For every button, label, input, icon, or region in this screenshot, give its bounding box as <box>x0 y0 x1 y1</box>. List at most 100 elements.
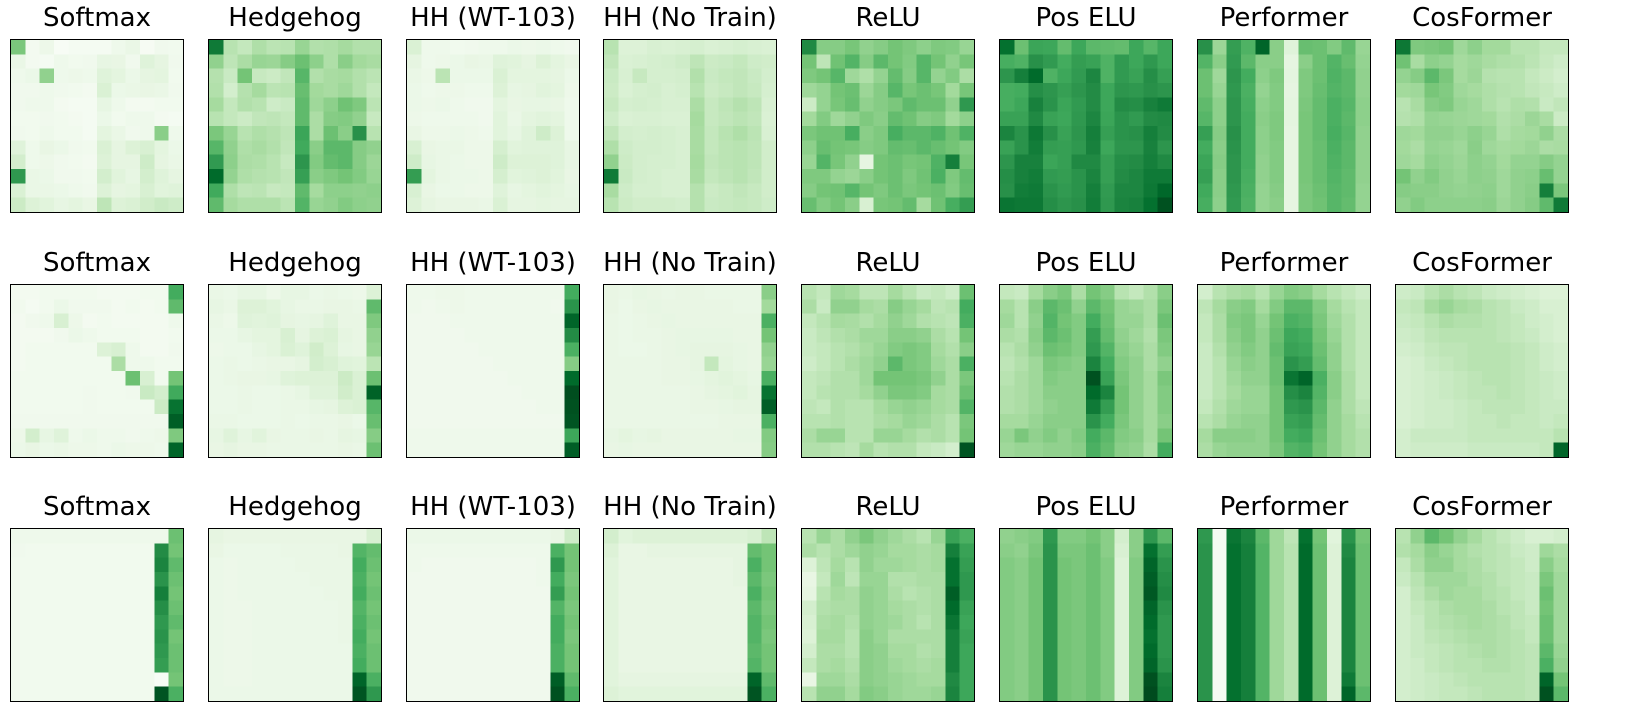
heatmap-cell <box>1100 285 1116 300</box>
heatmap-cell <box>1453 629 1469 645</box>
heatmap-cell <box>632 385 648 401</box>
heatmap-cell <box>888 586 903 602</box>
heatmap-cell <box>1424 154 1440 170</box>
heatmap-cell <box>1198 54 1213 70</box>
heatmap-cell <box>309 385 325 401</box>
heatmap-cell <box>1143 385 1159 401</box>
heatmap-cell <box>618 686 634 701</box>
heatmap-cell <box>68 615 84 630</box>
heatmap-cell <box>1000 97 1015 113</box>
heatmap-cell <box>1553 658 1568 673</box>
heatmap-cell <box>1143 111 1159 127</box>
heatmap-cell <box>845 299 860 315</box>
heatmap-cell <box>888 68 903 84</box>
heatmap-cell <box>450 83 465 98</box>
heatmap-cell <box>704 442 720 457</box>
panel-title: HH (WT-103) <box>410 248 576 278</box>
heatmap-cell <box>1553 126 1568 141</box>
heatmap-cell <box>1467 615 1483 630</box>
heatmap-cell <box>536 83 551 98</box>
heatmap-cell <box>1410 615 1426 630</box>
heatmap-cell <box>478 428 494 444</box>
panel-title: Performer <box>1219 248 1349 278</box>
heatmap-cell <box>1482 543 1497 559</box>
heatmap-cell <box>1312 313 1328 329</box>
heatmap-cell <box>550 414 566 429</box>
heatmap-cell <box>1028 285 1044 300</box>
heatmap-cell <box>690 428 705 444</box>
heatmap-cell <box>25 414 41 429</box>
heatmap-plot <box>801 284 975 458</box>
heatmap-cell <box>25 442 41 457</box>
heatmap-cell <box>1553 529 1568 544</box>
heatmap-cell <box>11 658 26 673</box>
heatmap-cell <box>1157 197 1172 212</box>
heatmap-cell <box>550 356 566 372</box>
heatmap-cell <box>435 572 451 587</box>
heatmap-cell <box>747 111 763 127</box>
heatmap-cell <box>154 197 170 212</box>
heatmap-cell <box>252 169 267 184</box>
heatmap-cell <box>1000 629 1015 645</box>
heatmap-cell <box>82 183 98 199</box>
heatmap-cell <box>718 658 734 673</box>
heatmap-cell <box>604 342 619 358</box>
heatmap-cell <box>604 154 619 170</box>
heatmap-cell <box>323 428 339 444</box>
heatmap-cell <box>1355 140 1370 156</box>
heatmap-cell <box>618 586 634 602</box>
heatmap-cell <box>761 686 776 701</box>
heatmap-cell <box>1129 154 1144 170</box>
heatmap-cell <box>1014 328 1030 343</box>
heatmap-cell <box>338 557 353 573</box>
heatmap-cell <box>507 342 523 358</box>
heatmap-cell <box>140 313 155 329</box>
heatmap-cell <box>1496 543 1512 559</box>
heatmap-cell <box>1014 111 1030 127</box>
heatmap-cell <box>1467 183 1483 199</box>
heatmap-cell <box>816 686 832 701</box>
heatmap-cell <box>168 342 183 358</box>
heatmap-cell <box>859 572 875 587</box>
heatmap-cell <box>536 672 551 688</box>
heatmap-cell <box>1553 615 1568 630</box>
heatmap-cell <box>536 285 551 300</box>
heatmap-cell <box>97 686 112 701</box>
heatmap-cell <box>1014 442 1030 457</box>
heatmap-cell <box>1028 615 1044 630</box>
heatmap-cell <box>1284 342 1299 358</box>
heatmap-cells <box>1198 285 1370 457</box>
heatmap-cell <box>1057 572 1073 587</box>
heatmap-cell <box>873 126 889 141</box>
heatmap-cell <box>1043 40 1058 55</box>
heatmap-cell <box>536 328 551 343</box>
heatmap-cell <box>54 285 69 300</box>
heatmap-cell <box>1057 97 1073 113</box>
heatmap-cell <box>338 342 353 358</box>
heatmap-cell <box>959 615 974 630</box>
heatmap-cell <box>959 299 974 315</box>
heatmap-cell <box>1312 414 1328 429</box>
heatmap-cell <box>1198 442 1213 457</box>
heatmap-cell <box>761 672 776 688</box>
heatmap-cell <box>1212 543 1228 559</box>
heatmap-cell <box>1269 328 1285 343</box>
heatmap-cell <box>1226 399 1242 415</box>
heatmap-cell <box>747 586 763 602</box>
heatmap-cell <box>661 328 677 343</box>
heatmap-cell <box>873 111 889 127</box>
heatmap-cell <box>1298 83 1314 98</box>
heatmap-cell <box>1212 586 1228 602</box>
heatmap-cell <box>1100 572 1116 587</box>
heatmap-cell <box>338 414 353 429</box>
heatmap-cell <box>521 557 537 573</box>
heatmap-cell <box>39 686 55 701</box>
heatmap-cell <box>237 557 253 573</box>
heatmap-cell <box>733 169 748 184</box>
heatmap-cell <box>309 299 325 315</box>
heatmap-cell <box>280 126 296 141</box>
heatmap-cell <box>873 328 889 343</box>
heatmap-cell <box>733 615 748 630</box>
heatmap-cell <box>618 356 634 372</box>
heatmap-panel: CosFormer <box>1395 0 1569 213</box>
